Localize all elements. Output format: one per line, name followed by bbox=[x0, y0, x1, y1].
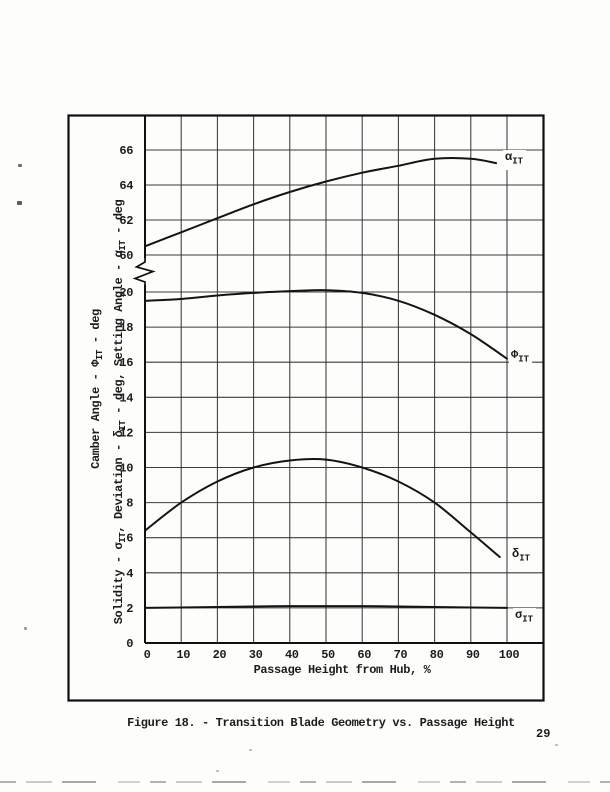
x-tick-label: 30 bbox=[249, 648, 263, 662]
y-tick-label: 20 bbox=[119, 286, 133, 300]
curve-label-deviation: δIT bbox=[510, 547, 534, 568]
y-tick-label: 16 bbox=[119, 356, 133, 370]
y-tick-label: 8 bbox=[126, 497, 133, 511]
curve-label-setting-angle: αIT bbox=[503, 150, 527, 171]
scan-artifact-speck bbox=[24, 627, 27, 630]
solidity-deviation-setting-angle-axis-title: Solidity - σIT, Deviation - δIT - deg, S… bbox=[111, 199, 129, 625]
x-tick-label: 70 bbox=[394, 648, 408, 662]
y-tick-label: 0 bbox=[126, 637, 133, 651]
curve-camber-angle bbox=[144, 289, 508, 360]
x-tick-label: 0 bbox=[144, 648, 151, 662]
x-axis-title: Passage Height from Hub, % bbox=[253, 663, 431, 677]
curve-label-solidity: σIT bbox=[513, 608, 537, 629]
y-tick-label: 18 bbox=[119, 321, 133, 335]
scan-artifact-speck bbox=[555, 744, 558, 746]
scan-artifact-speck bbox=[18, 164, 22, 167]
y-tick-label: 60 bbox=[119, 249, 133, 263]
y-tick-label: 2 bbox=[126, 602, 133, 616]
x-tick-label: 40 bbox=[285, 648, 299, 662]
x-tick-label: 50 bbox=[321, 648, 335, 662]
y-tick-label: 62 bbox=[119, 214, 133, 228]
y-tick-label: 4 bbox=[126, 567, 133, 581]
page-number: 29 bbox=[536, 727, 551, 741]
axis-break-squiggle bbox=[132, 258, 156, 285]
figure-border bbox=[67, 114, 545, 702]
scan-artifact-speck bbox=[216, 770, 219, 772]
y-tick-label: 66 bbox=[119, 144, 133, 158]
curve-label-camber-angle: ΦIT bbox=[509, 348, 533, 369]
scan-artifact-speck bbox=[17, 201, 22, 205]
camber-angle-axis-title: Camber Angle - ΦIT - deg bbox=[88, 309, 106, 469]
scan-artifact-speck bbox=[249, 749, 252, 751]
curve-deviation bbox=[144, 458, 501, 558]
y-tick-label: 10 bbox=[119, 462, 133, 476]
x-tick-label: 60 bbox=[357, 648, 371, 662]
y-tick-label: 6 bbox=[126, 532, 133, 546]
x-tick-label: 90 bbox=[466, 648, 480, 662]
x-tick-label: 100 bbox=[499, 648, 520, 662]
y-tick-label: 64 bbox=[119, 179, 133, 193]
scan-artifact-edge-line bbox=[0, 781, 610, 783]
y-tick-label: 12 bbox=[119, 426, 133, 440]
x-tick-label: 10 bbox=[176, 648, 190, 662]
curve-setting-angle bbox=[144, 157, 498, 248]
curve-solidity bbox=[144, 605, 508, 609]
x-tick-label: 80 bbox=[430, 648, 444, 662]
y-tick-label: 14 bbox=[119, 391, 133, 405]
x-tick-label: 20 bbox=[213, 648, 227, 662]
figure-caption: Figure 18. - Transition Blade Geometry v… bbox=[127, 716, 515, 730]
